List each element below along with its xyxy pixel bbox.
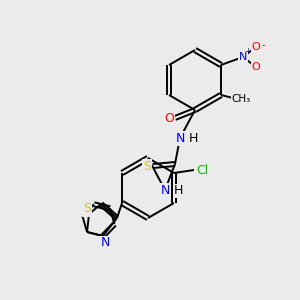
Text: S: S: [143, 160, 151, 172]
Text: Cl: Cl: [196, 164, 208, 176]
Text: H: H: [174, 184, 183, 197]
Text: O: O: [252, 42, 260, 52]
Text: O: O: [252, 62, 260, 72]
Text: -: -: [261, 40, 265, 50]
Text: CH₃: CH₃: [231, 94, 250, 104]
Text: N: N: [239, 52, 247, 62]
Text: S: S: [83, 202, 91, 215]
Text: N: N: [175, 131, 185, 145]
Text: O: O: [164, 112, 174, 124]
Text: N: N: [160, 184, 170, 196]
Text: H: H: [189, 133, 198, 146]
Text: +: +: [244, 47, 251, 56]
Text: N: N: [100, 236, 110, 250]
